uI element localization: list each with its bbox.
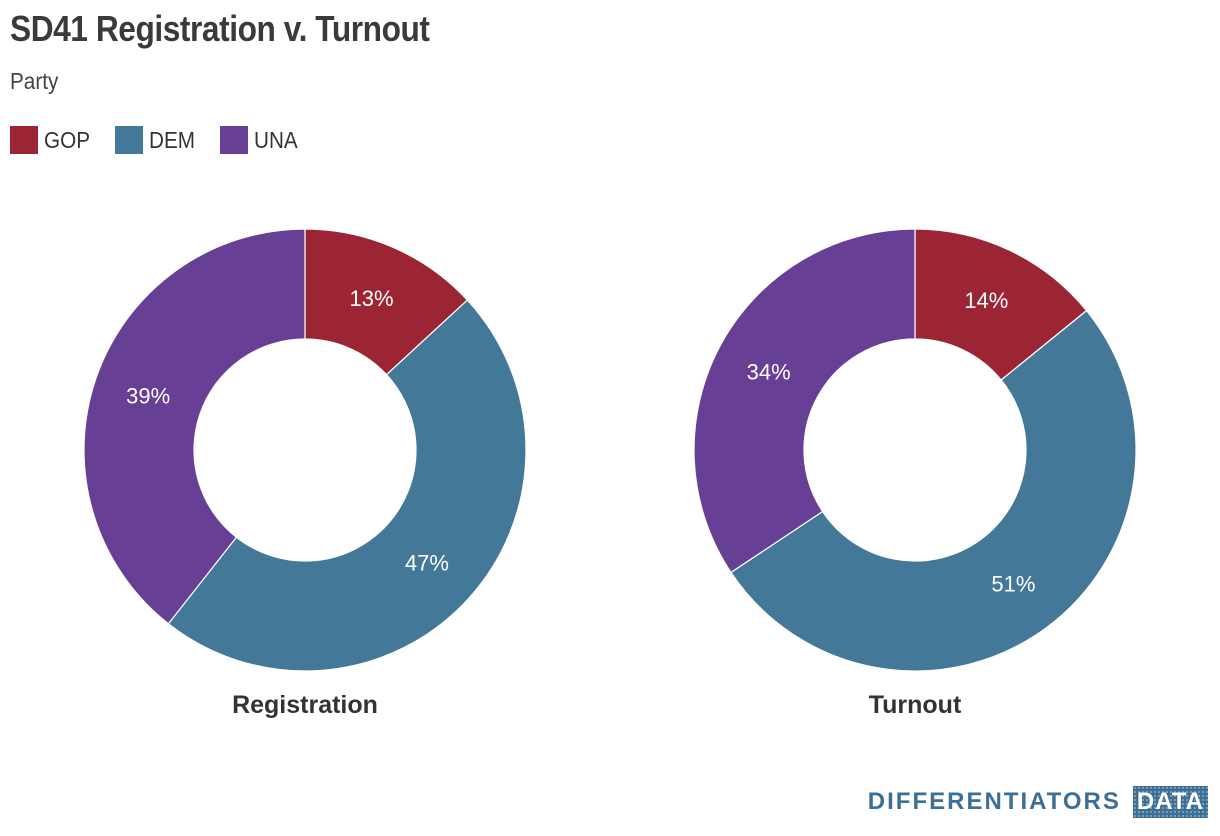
chart-title: SD41 Registration v. Turnout xyxy=(10,8,430,49)
slice-dem[interactable] xyxy=(730,309,1137,672)
donut-caption: Registration xyxy=(232,691,378,719)
legend-item-gop[interactable]: GOP xyxy=(10,126,95,154)
donut-caption: Turnout xyxy=(869,691,962,719)
legend-swatch-gop xyxy=(10,126,38,154)
legend-label-gop: GOP xyxy=(44,126,91,153)
brand-box: DATA xyxy=(1132,786,1208,818)
legend-title: Party xyxy=(10,68,59,94)
legend-item-dem[interactable]: DEM xyxy=(115,126,200,154)
brand-logo: DIFFERENTIATORS DATA xyxy=(868,786,1208,818)
slice-label-gop: 13% xyxy=(350,286,394,311)
slice-label-gop: 14% xyxy=(964,288,1008,313)
slice-label-una: 39% xyxy=(126,384,170,409)
slice-una[interactable] xyxy=(83,228,306,625)
slice-label-dem: 47% xyxy=(405,551,449,576)
legend: GOP DEM UNA xyxy=(10,126,323,154)
donut-registration: 13% 47% 39% Registration xyxy=(83,228,527,719)
legend-label-dem: DEM xyxy=(149,126,196,153)
brand-word: DIFFERENTIATORS xyxy=(867,788,1121,815)
legend-swatch-una xyxy=(220,126,249,154)
legend-swatch-dem xyxy=(115,126,144,154)
slice-label-dem: 51% xyxy=(991,572,1035,597)
legend-label-una: UNA xyxy=(254,126,298,153)
slice-label-una: 34% xyxy=(747,360,791,385)
legend-item-una[interactable]: UNA xyxy=(220,126,303,154)
slice-dem[interactable] xyxy=(167,299,527,672)
slice-una[interactable] xyxy=(693,228,916,574)
donut-turnout: 14% 51% 34% Turnout xyxy=(693,228,1137,719)
